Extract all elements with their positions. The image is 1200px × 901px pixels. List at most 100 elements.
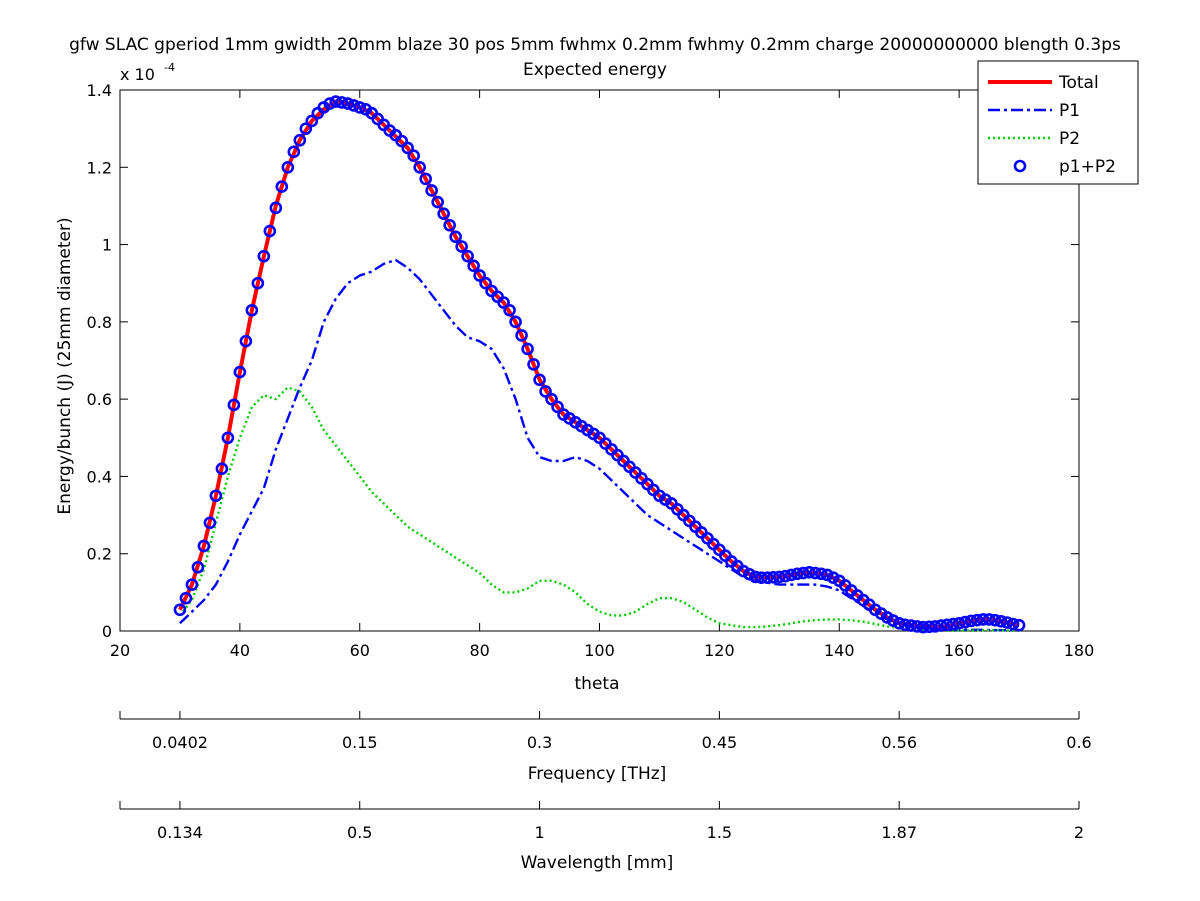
data-point	[197, 539, 211, 553]
data-point	[767, 570, 780, 584]
data-point	[796, 566, 810, 580]
data-point	[509, 315, 522, 329]
legend-item: p1+P2	[1013, 157, 1116, 177]
data-point	[545, 392, 558, 406]
secondary-tick-label: 1.5	[707, 823, 732, 842]
data-point	[802, 565, 816, 579]
data-point	[425, 184, 438, 197]
data-point	[233, 365, 247, 379]
y-exponent-power: -4	[164, 61, 175, 74]
x-tick-label: 180	[1064, 641, 1095, 660]
legend-item: P1	[988, 101, 1080, 121]
data-point	[353, 101, 367, 114]
data-point	[922, 620, 936, 634]
chart-title: gfw SLAC gperiod 1mm gwidth 20mm blaze 3…	[69, 35, 1121, 55]
data-point	[749, 570, 762, 584]
data-point	[820, 568, 834, 582]
data-point	[479, 276, 492, 290]
data-point	[779, 569, 792, 583]
data-point	[401, 141, 415, 155]
data-point	[467, 259, 480, 273]
data-point	[191, 560, 205, 574]
data-point	[431, 195, 444, 209]
data-point	[503, 303, 516, 317]
frequency-axis-label: Frequency [THz]	[528, 764, 667, 784]
data-point	[934, 619, 948, 632]
data-point	[964, 614, 978, 628]
secondary-tick-label: 0.6	[1066, 733, 1091, 752]
secondary-tick-label: 1.87	[881, 823, 917, 842]
data-point	[257, 249, 271, 263]
legend-label: P1	[1059, 101, 1080, 121]
data-point	[461, 249, 474, 263]
data-point	[335, 96, 349, 109]
data-point	[275, 180, 289, 193]
data-point	[515, 329, 528, 342]
data-point	[173, 603, 187, 617]
data-point	[341, 97, 355, 110]
data-point	[419, 172, 432, 186]
data-point	[305, 114, 319, 128]
data-point	[773, 570, 786, 584]
secondary-tick-label: 0.15	[342, 733, 378, 752]
data-point	[892, 616, 906, 630]
y-tick-label: 1.2	[87, 158, 112, 177]
series-line	[179, 258, 1020, 632]
y-tick-label: 1	[102, 236, 112, 255]
data-point	[790, 567, 804, 581]
data-point	[293, 133, 307, 147]
data-point	[455, 240, 468, 253]
legend-item: Total	[988, 73, 1099, 93]
data-point	[928, 620, 942, 633]
data-point	[970, 613, 984, 627]
series-p1-p2	[173, 95, 1026, 634]
data-point	[527, 358, 540, 371]
data-point	[958, 615, 972, 629]
data-point	[994, 615, 1008, 628]
data-point	[203, 516, 217, 530]
legend-label: P2	[1059, 129, 1080, 149]
data-point	[743, 567, 756, 581]
data-point	[239, 334, 253, 348]
data-point	[449, 230, 462, 244]
y-tick-label: 0.8	[87, 313, 112, 332]
legend-swatch	[1013, 159, 1027, 173]
data-point	[209, 489, 223, 503]
data-point	[940, 618, 954, 632]
data-point	[904, 619, 918, 632]
secondary-tick-label: 0.5	[347, 823, 372, 842]
y-axis-label: Energy/bunch (J) (25mm diameter)	[55, 217, 75, 514]
data-point	[521, 342, 534, 356]
data-point	[497, 296, 510, 309]
data-point	[988, 613, 1002, 627]
data-point	[227, 398, 241, 412]
x-axis-ticks: 20 40 60 80 100 120 140 160 180	[110, 90, 1094, 660]
data-point	[982, 613, 996, 626]
data-point	[245, 303, 259, 317]
secondary-tick-label: 2	[1074, 823, 1084, 842]
y-tick-label: 1.4	[87, 81, 112, 100]
data-point	[808, 566, 822, 580]
y-axis-ticks: 0 0.2 0.4 0.6 0.8 1 1.2 1.4	[87, 81, 1079, 641]
x-tick-label: 120	[704, 641, 735, 660]
legend-item: P2	[988, 129, 1080, 149]
data-point	[437, 207, 450, 220]
data-point	[443, 218, 456, 232]
data-point	[473, 269, 486, 282]
x-tick-label: 40	[230, 641, 250, 660]
data-point	[347, 99, 361, 112]
data-point	[761, 571, 774, 584]
wavelength-axis-label: Wavelength [mm]	[521, 853, 674, 873]
chart-subtitle: Expected energy	[523, 60, 667, 80]
secondary-tick-label: 0.3	[527, 733, 552, 752]
data-point	[287, 145, 301, 159]
data-point	[1006, 617, 1020, 631]
y-tick-label: 0.4	[87, 467, 112, 486]
data-point	[898, 618, 912, 632]
y-exponent-label: x 10	[120, 65, 155, 84]
secondary-tick-label: 0.56	[881, 733, 917, 752]
data-point	[539, 385, 552, 398]
data-point	[251, 276, 265, 290]
series-line	[178, 386, 1020, 632]
